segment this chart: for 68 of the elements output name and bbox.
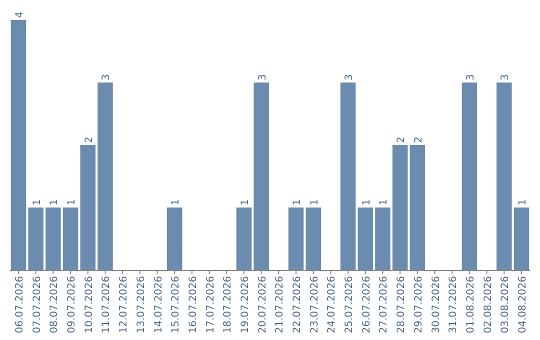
bar: [46, 208, 61, 270]
bar: [62, 208, 78, 270]
x-tick-label: 04.08.2026: [518, 276, 528, 334]
bar: [462, 82, 478, 270]
x-tick-label: 02.08.2026: [482, 276, 494, 334]
x-tick-label: 18.07.2026: [222, 276, 234, 334]
data-label: 4: [14, 12, 26, 18]
x-tick-label: 20.07.2026: [257, 276, 268, 334]
bar: [392, 145, 408, 270]
data-label: 1: [66, 199, 78, 206]
x-tick-label: 19.07.2026: [240, 276, 251, 334]
data-label: 3: [101, 74, 112, 80]
x-tick-label: 10.07.2026: [84, 276, 95, 334]
bar: [98, 82, 113, 270]
data-label: 1: [309, 199, 320, 206]
x-tick-label: 06.07.2026: [14, 276, 26, 334]
x-tick-label: 16.07.2026: [188, 276, 199, 334]
data-label: 2: [396, 136, 408, 143]
x-tick-label: 24.07.2026: [326, 276, 338, 334]
x-tick-label: 08.07.2026: [49, 276, 60, 334]
data-label: 1: [292, 199, 304, 206]
bar: [166, 208, 182, 270]
x-tick-label: 31.07.2026: [448, 276, 460, 334]
data-label: 3: [465, 74, 476, 80]
x-tick-label: 03.08.2026: [500, 276, 512, 334]
x-tick-label: 09.07.2026: [66, 276, 78, 334]
x-tick-label: 21.07.2026: [274, 276, 286, 334]
x-tick-label: 29.07.2026: [413, 276, 424, 334]
bar: [28, 208, 44, 270]
x-tick-label: 28.07.2026: [396, 276, 408, 334]
x-tick-label: 11.07.2026: [101, 276, 112, 334]
x-tick-label: 17.07.2026: [205, 276, 216, 334]
bar: [496, 82, 512, 270]
data-label: 1: [170, 199, 182, 206]
data-label: 1: [361, 199, 372, 206]
x-tick-label: 26.07.2026: [361, 276, 372, 334]
x-tick-label: 15.07.2026: [170, 276, 182, 334]
x-tick-label: 14.07.2026: [153, 276, 164, 334]
x-tick-label: 01.08.2026: [465, 276, 476, 334]
x-tick-label: 25.07.2026: [344, 276, 356, 334]
x-tick-label: 22.07.2026: [292, 276, 304, 334]
x-tick-label: 30.07.2026: [430, 276, 442, 334]
bar: [375, 208, 390, 270]
bar: [340, 82, 356, 270]
x-tick-label: 13.07.2026: [136, 276, 147, 334]
x-tick-label: 27.07.2026: [378, 276, 390, 334]
x-tick-label: 12.07.2026: [118, 276, 130, 334]
bar: [514, 208, 530, 270]
data-label: 3: [500, 74, 512, 80]
bar: [358, 208, 374, 270]
data-label: 1: [378, 199, 390, 206]
bar: [306, 208, 321, 270]
data-label: 2: [84, 136, 95, 143]
bar: [288, 208, 304, 270]
bar: [236, 208, 252, 270]
x-tick-label: 07.07.2026: [32, 276, 43, 334]
bar: [410, 145, 426, 270]
data-label: 3: [344, 74, 356, 80]
bar: [254, 82, 269, 270]
data-label: 2: [413, 136, 424, 143]
data-label: 1: [32, 199, 43, 206]
x-tick-label: 23.07.2026: [309, 276, 320, 334]
data-label: 1: [240, 199, 251, 206]
bar: [80, 145, 96, 270]
bar: [10, 20, 26, 270]
data-label: 1: [518, 199, 528, 206]
data-label: 3: [257, 74, 268, 80]
data-label: 1: [49, 199, 60, 206]
